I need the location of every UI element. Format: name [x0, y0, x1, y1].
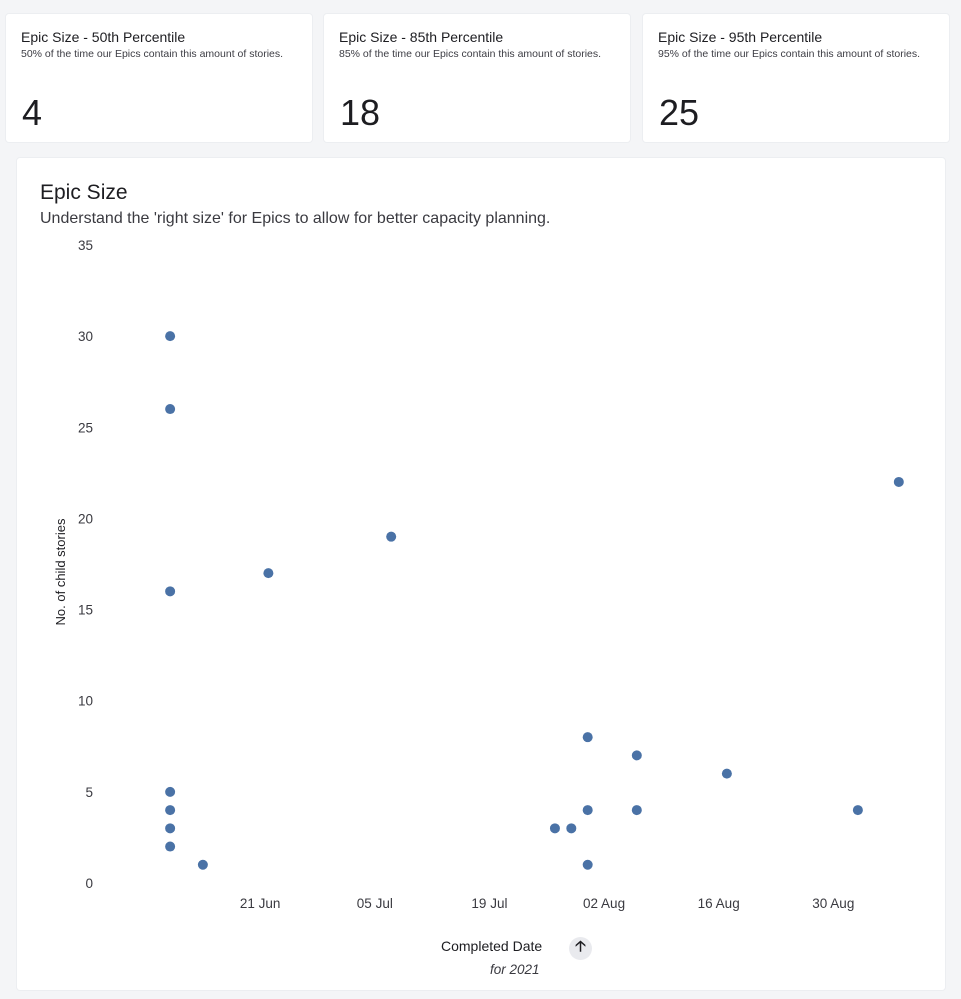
y-tick-label: 0 — [85, 876, 93, 891]
data-point[interactable] — [582, 859, 593, 870]
x-tick-label: 19 Jul — [471, 896, 507, 911]
y-tick-label: 35 — [78, 238, 93, 253]
kpi-value: 25 — [659, 92, 700, 133]
y-tick-label: 20 — [78, 511, 93, 526]
arrow-up-icon: 🡡 — [575, 938, 586, 955]
y-tick-label: 15 — [78, 603, 93, 618]
kpi-value: 18 — [340, 92, 381, 133]
data-point[interactable] — [165, 786, 176, 797]
data-point[interactable] — [631, 805, 642, 816]
x-axis-sublabel: for 2021 — [490, 962, 540, 977]
data-point[interactable] — [165, 331, 176, 342]
y-tick-label: 25 — [78, 420, 93, 435]
data-point[interactable] — [165, 404, 176, 415]
data-point[interactable] — [165, 823, 176, 834]
chart-subtitle: Understand the 'right size' for Epics to… — [40, 210, 551, 227]
data-point[interactable] — [386, 531, 397, 542]
kpi-card-95th: Epic Size - 95th Percentile 95% of the t… — [643, 14, 949, 142]
y-tick-label: 30 — [78, 329, 93, 344]
chart-title: Epic Size — [40, 181, 128, 204]
kpi-card-50th: Epic Size - 50th Percentile 50% of the t… — [6, 14, 312, 142]
scatter-plot: 0 5 10 15 20 25 30 35 21 Jun 05 Jul 19 Jul 02 Aug 1… — [53, 238, 904, 911]
x-tick-label: 05 Jul — [357, 896, 393, 911]
kpi-card-85th: Epic Size - 85th Percentile 85% of the t… — [324, 14, 630, 142]
data-point[interactable] — [197, 859, 208, 870]
kpi-subtitle: 95% of the time our Epics contain this a… — [658, 48, 921, 60]
kpi-subtitle: 85% of the time our Epics contain this a… — [339, 48, 602, 60]
data-point[interactable] — [165, 586, 176, 597]
data-point[interactable] — [582, 805, 593, 816]
data-point[interactable] — [852, 805, 863, 816]
data-point[interactable] — [631, 750, 642, 761]
x-tick-label: 16 Aug — [698, 896, 740, 911]
kpi-title: Epic Size - 50th Percentile — [21, 29, 186, 45]
epic-size-chart-card: Epic Size Understand the 'right size' fo… — [17, 158, 945, 990]
kpi-row: Epic Size - 50th Percentile 50% of the t… — [0, 0, 961, 150]
data-point[interactable] — [549, 823, 560, 834]
x-tick-label: 30 Aug — [812, 896, 854, 911]
data-point[interactable] — [582, 732, 593, 743]
data-point[interactable] — [721, 768, 732, 779]
data-point[interactable] — [165, 805, 176, 816]
y-tick-label: 5 — [85, 785, 93, 800]
kpi-value: 4 — [22, 92, 43, 133]
data-point[interactable] — [263, 568, 274, 579]
data-point[interactable] — [566, 823, 577, 834]
y-tick-label: 10 — [78, 694, 93, 709]
kpi-title: Epic Size - 85th Percentile — [339, 29, 504, 45]
data-point[interactable] — [165, 841, 176, 852]
y-axis-label: No. of child stories — [53, 518, 68, 625]
x-tick-label: 21 Jun — [240, 896, 281, 911]
sort-ascending-button[interactable]: 🡡 — [569, 937, 592, 960]
x-tick-label: 02 Aug — [583, 896, 625, 911]
data-point[interactable] — [893, 476, 904, 487]
kpi-title: Epic Size - 95th Percentile — [658, 29, 823, 45]
x-axis-label: Completed Date — [441, 938, 543, 954]
kpi-subtitle: 50% of the time our Epics contain this a… — [21, 48, 284, 60]
